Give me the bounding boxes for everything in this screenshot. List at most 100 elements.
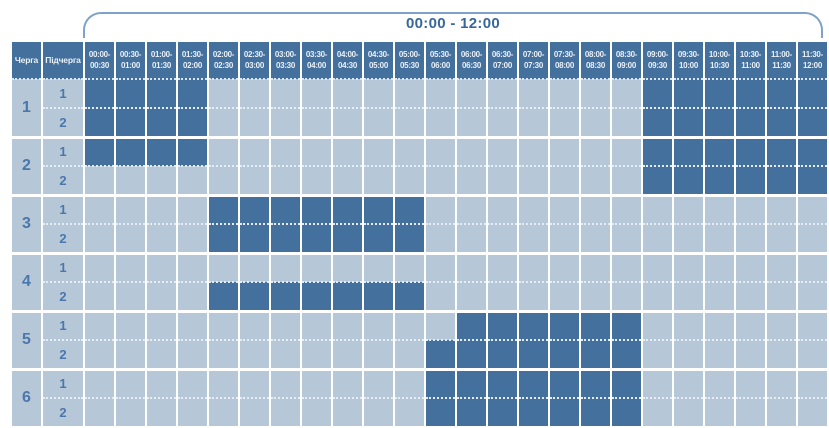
active-slot-cell: [486, 282, 519, 313]
active-slot-cell: [300, 311, 333, 341]
time-slot-header: 11:00- 11:30: [765, 40, 798, 80]
outage-slot-cell: [269, 224, 302, 255]
active-slot-cell: [362, 398, 395, 428]
active-slot-cell: [238, 369, 271, 399]
subqueue-number: 2: [41, 398, 85, 428]
active-slot-cell: [114, 369, 147, 399]
outage-slot-cell: [796, 108, 829, 139]
time-slot-header: 04:00- 04:30: [331, 40, 364, 80]
time-slot-header: 08:30- 09:00: [610, 40, 643, 80]
active-slot-cell: [238, 79, 271, 109]
active-slot-cell: [486, 79, 519, 109]
active-slot-cell: [548, 79, 581, 109]
time-span-title: 00:00 - 12:00: [406, 15, 500, 32]
active-slot-cell: [207, 108, 240, 139]
active-slot-cell: [517, 137, 550, 167]
active-slot-cell: [703, 311, 736, 341]
outage-slot-cell: [176, 79, 209, 109]
queue-number: 3: [10, 195, 43, 255]
active-slot-cell: [424, 79, 457, 109]
time-slot-header: 03:30- 04:00: [300, 40, 333, 80]
subqueue-number: 2: [41, 108, 85, 139]
active-slot-cell: [362, 253, 395, 283]
active-slot-cell: [300, 253, 333, 283]
active-slot-cell: [83, 253, 116, 283]
active-slot-cell: [641, 224, 674, 255]
active-slot-cell: [486, 108, 519, 139]
active-slot-cell: [176, 369, 209, 399]
active-slot-cell: [300, 369, 333, 399]
outage-slot-cell: [393, 195, 426, 225]
active-slot-cell: [765, 369, 798, 399]
outage-slot-cell: [734, 137, 767, 167]
outage-slot-cell: [145, 137, 178, 167]
active-slot-cell: [207, 166, 240, 197]
time-span-bracket: [83, 12, 823, 38]
active-slot-cell: [331, 79, 364, 109]
time-slot-header: 09:00- 09:30: [641, 40, 674, 80]
outage-slot-cell: [393, 224, 426, 255]
table-row: 2: [11, 340, 829, 371]
active-slot-cell: [796, 224, 829, 255]
time-slot-header: 06:30- 07:00: [486, 40, 519, 80]
outage-slot-cell: [548, 398, 581, 428]
active-slot-cell: [765, 282, 798, 313]
time-slot-header: 00:30- 01:00: [114, 40, 147, 80]
active-slot-cell: [238, 108, 271, 139]
active-slot-cell: [734, 398, 767, 428]
subqueue-number: 1: [41, 195, 85, 225]
active-slot-cell: [765, 340, 798, 371]
active-slot-cell: [424, 224, 457, 255]
active-slot-cell: [207, 79, 240, 109]
time-slot-header: 02:30- 03:00: [238, 40, 271, 80]
active-slot-cell: [610, 282, 643, 313]
outage-slot-cell: [238, 224, 271, 255]
active-slot-cell: [269, 79, 302, 109]
active-slot-cell: [145, 253, 178, 283]
active-slot-cell: [114, 398, 147, 428]
active-slot-cell: [83, 195, 116, 225]
active-slot-cell: [331, 166, 364, 197]
active-slot-cell: [579, 224, 612, 255]
active-slot-cell: [207, 137, 240, 167]
outage-slot-cell: [672, 108, 705, 139]
active-slot-cell: [176, 166, 209, 197]
active-slot-cell: [796, 282, 829, 313]
time-slot-header: 05:00- 05:30: [393, 40, 426, 80]
active-slot-cell: [424, 137, 457, 167]
active-slot-cell: [269, 166, 302, 197]
outage-slot-cell: [424, 369, 457, 399]
active-slot-cell: [83, 282, 116, 313]
active-slot-cell: [269, 340, 302, 371]
active-slot-cell: [796, 369, 829, 399]
active-slot-cell: [207, 253, 240, 283]
outage-slot-cell: [114, 79, 147, 109]
active-slot-cell: [486, 224, 519, 255]
queue-column-header: Черга: [10, 40, 43, 80]
active-slot-cell: [176, 311, 209, 341]
active-slot-cell: [548, 282, 581, 313]
active-slot-cell: [672, 224, 705, 255]
active-slot-cell: [641, 253, 674, 283]
active-slot-cell: [424, 195, 457, 225]
active-slot-cell: [548, 253, 581, 283]
active-slot-cell: [269, 137, 302, 167]
active-slot-cell: [796, 195, 829, 225]
active-slot-cell: [362, 311, 395, 341]
active-slot-cell: [579, 282, 612, 313]
active-slot-cell: [238, 311, 271, 341]
active-slot-cell: [703, 398, 736, 428]
active-slot-cell: [579, 195, 612, 225]
outage-slot-cell: [796, 137, 829, 167]
outage-slot-cell: [424, 398, 457, 428]
active-slot-cell: [796, 253, 829, 283]
active-slot-cell: [269, 369, 302, 399]
outage-slot-cell: [207, 195, 240, 225]
outage-slot-cell: [269, 195, 302, 225]
outage-slot-cell: [517, 311, 550, 341]
outage-slot-cell: [83, 137, 116, 167]
active-slot-cell: [145, 282, 178, 313]
